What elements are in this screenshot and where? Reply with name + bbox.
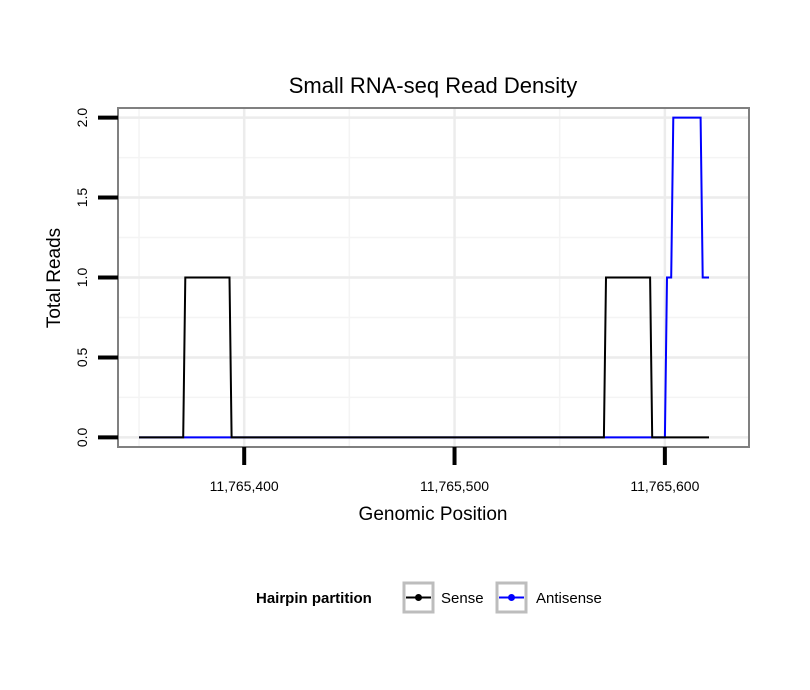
legend-key-sense [402,581,435,614]
series-lines [139,116,709,439]
x-axis-title: Genomic Position [359,504,508,525]
series-line-sense [139,276,709,439]
y-tick-label: 0.5 [74,348,90,368]
legend: Hairpin partition Sense Antisense [256,581,602,614]
y-tick-label: 1.5 [74,188,90,208]
series-line-antisense [139,116,709,439]
axes: 11,765,400 11,765,500 11,765,600 0.0 0.5 1.0 1… [74,108,700,494]
x-tick-label: 11,765,500 [420,478,489,494]
legend-label-antisense: Antisense [536,590,602,607]
x-tick-label: 11,765,400 [210,478,279,494]
legend-key-antisense [495,581,528,614]
y-axis-title: Total Reads [44,228,65,328]
legend-title: Hairpin partition [256,590,372,607]
y-tick-label: 2.0 [74,108,90,128]
y-tick-label: 0.0 [74,427,90,447]
y-tick-label: 1.0 [74,268,90,288]
x-tick-label: 11,765,600 [630,478,699,494]
legend-label-sense: Sense [441,590,484,607]
chart-title: Small RNA-seq Read Density [289,73,578,98]
